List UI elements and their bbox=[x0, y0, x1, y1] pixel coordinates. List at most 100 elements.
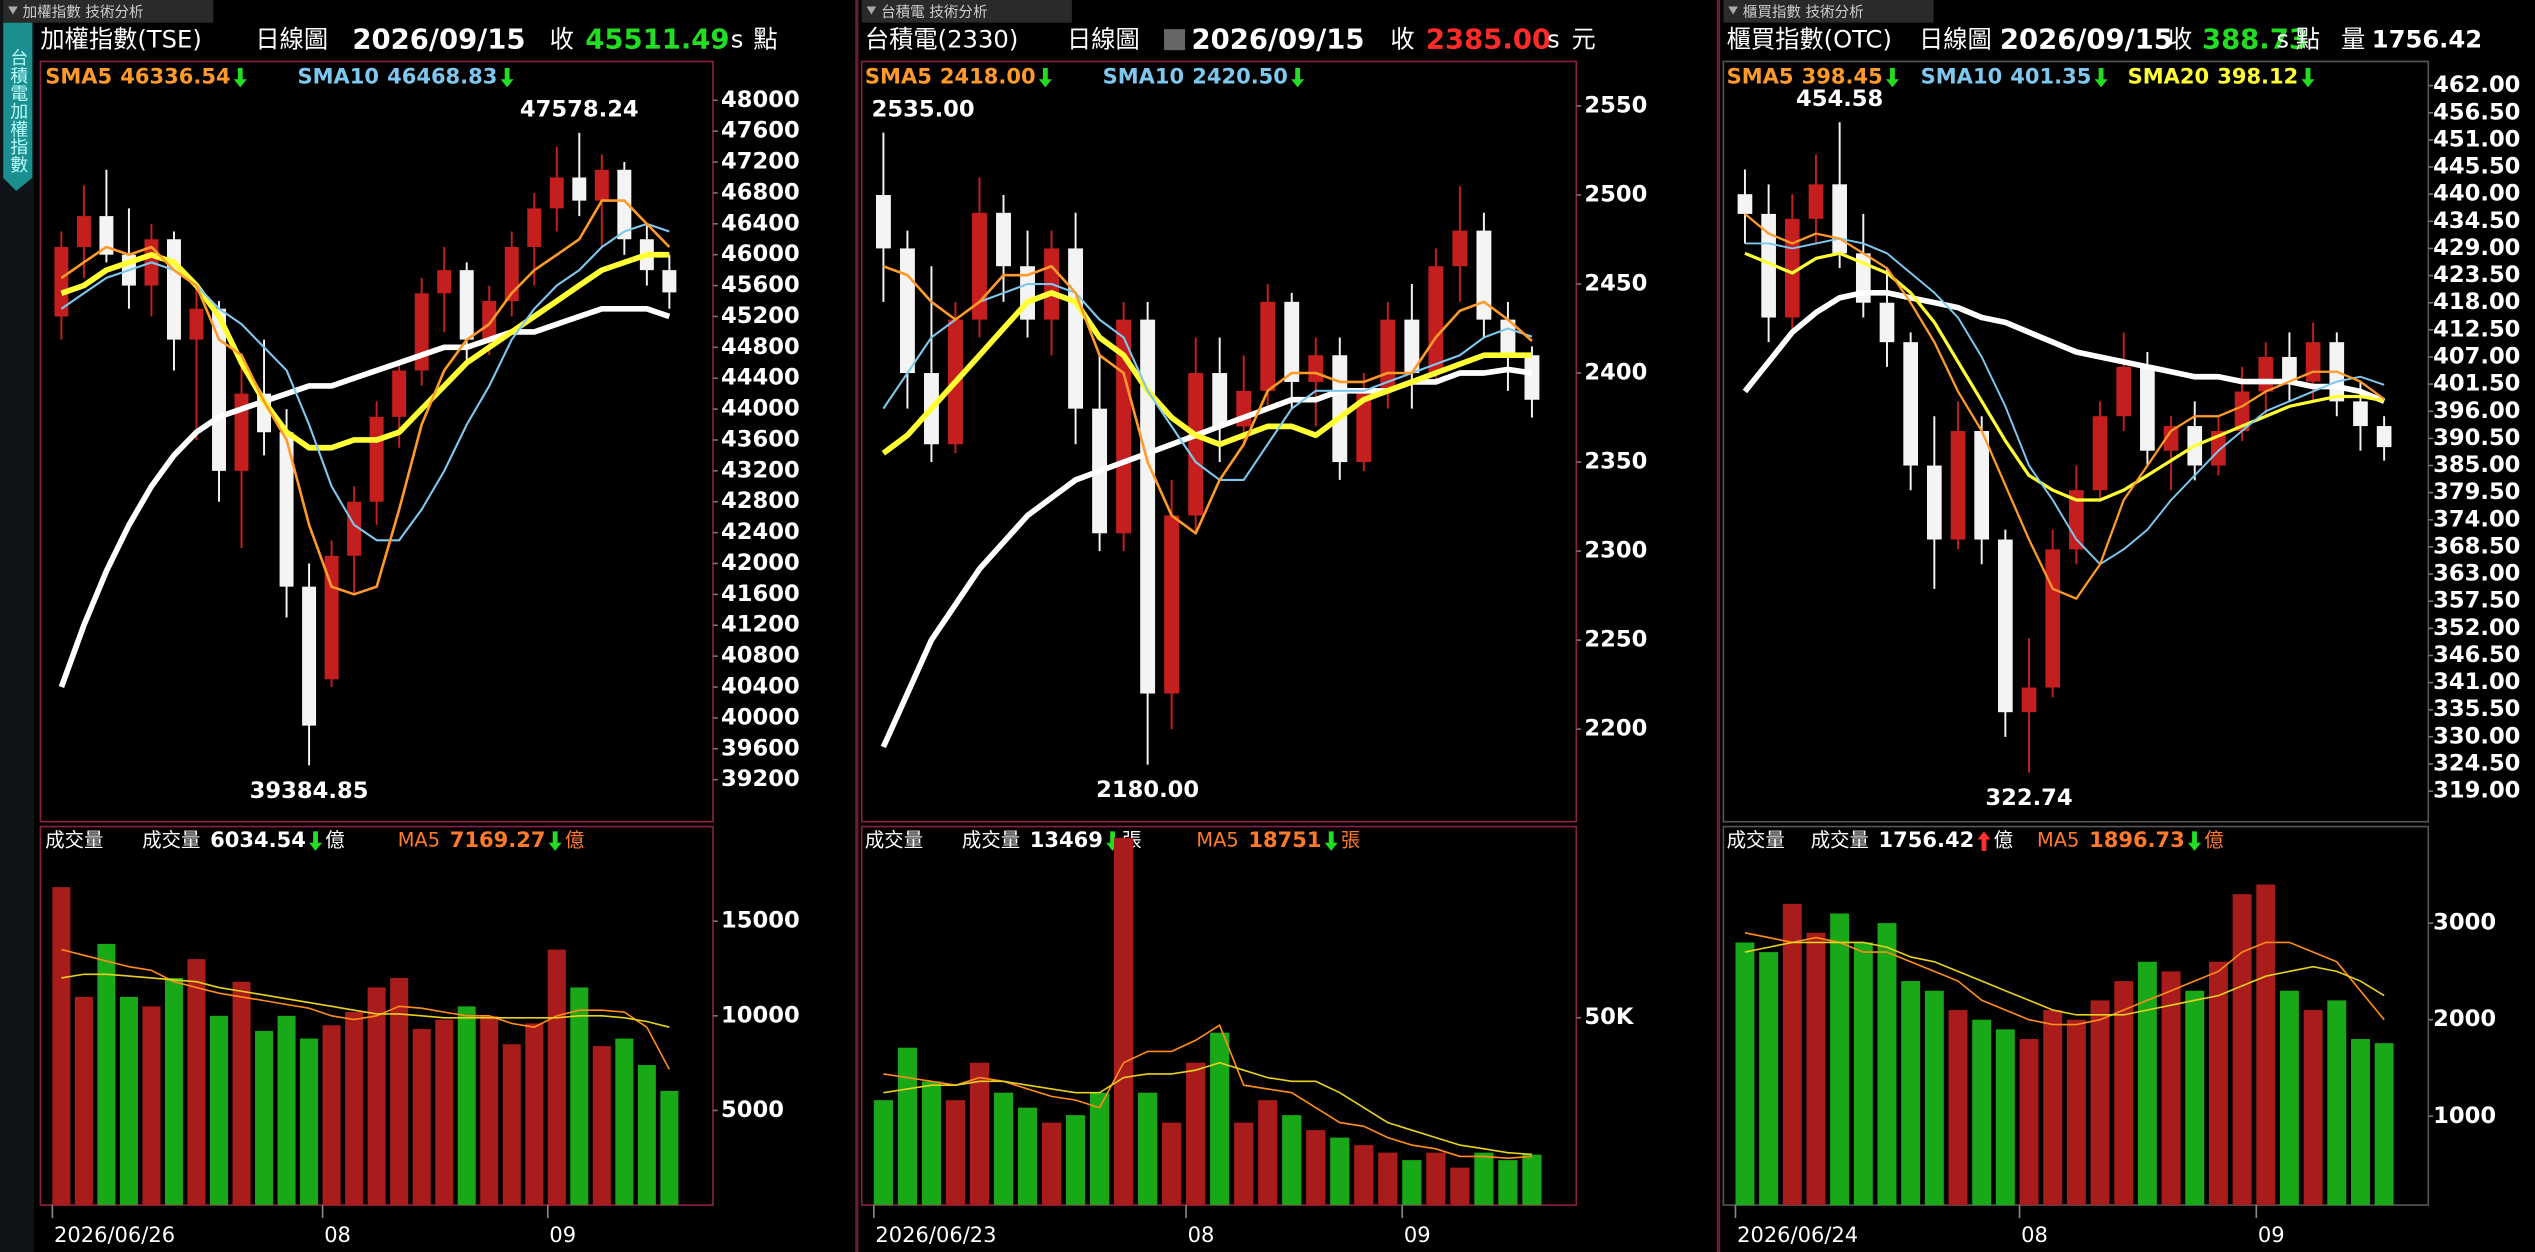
candle-body bbox=[1356, 390, 1372, 463]
y-tick-label: 2500 bbox=[1584, 181, 1647, 207]
candle-body bbox=[1784, 218, 1800, 318]
y-tick-label: 374.00 bbox=[2433, 506, 2520, 532]
volume-bar bbox=[2114, 981, 2134, 1206]
trend-arrow bbox=[2188, 831, 2201, 851]
volume-bar bbox=[1782, 903, 1802, 1206]
volume-bar bbox=[1354, 1145, 1374, 1206]
candle-body bbox=[594, 169, 609, 201]
legend-name: SMA5 bbox=[865, 64, 932, 89]
y-tick-label: 40800 bbox=[721, 643, 800, 669]
y-tick-label: 15000 bbox=[721, 908, 800, 934]
y-tick-label: 379.50 bbox=[2433, 479, 2520, 505]
candle-body bbox=[1260, 301, 1276, 391]
y-tick-label: 401.50 bbox=[2433, 371, 2520, 397]
volume-bar bbox=[277, 1015, 296, 1206]
legend-name: SMA10 bbox=[1103, 64, 1185, 89]
price-frame bbox=[1722, 60, 2430, 823]
volume-legend-unit: 億 bbox=[325, 829, 344, 852]
candle-body bbox=[2234, 391, 2250, 431]
y-tick-label: 10000 bbox=[721, 1002, 800, 1028]
candle-body bbox=[1998, 539, 2013, 713]
y-tick-label: 357.50 bbox=[2433, 588, 2520, 614]
volume-title: 成交量 bbox=[1727, 829, 1785, 852]
moving-average-line bbox=[1744, 212, 2385, 600]
legend-name: SMA20 bbox=[2128, 64, 2210, 89]
volume-bar bbox=[412, 1029, 431, 1206]
volume-bar bbox=[1995, 1029, 2015, 1206]
date: 2026/09/15 bbox=[352, 23, 525, 55]
side-tab[interactable] bbox=[3, 22, 33, 191]
close-s: s bbox=[731, 24, 744, 53]
volume-bar bbox=[2208, 961, 2228, 1206]
candle-body bbox=[1524, 355, 1540, 400]
volume-bar bbox=[1210, 1032, 1230, 1206]
candle-body bbox=[572, 177, 587, 201]
legend-name: SMA5 bbox=[1727, 64, 1794, 89]
instrument-name: 加權指數(TSE) bbox=[40, 24, 201, 53]
y-tick-label: 47200 bbox=[721, 149, 800, 175]
low-label: 322.74 bbox=[1985, 785, 2072, 811]
trend-arrow bbox=[309, 831, 323, 851]
volume-bar bbox=[119, 996, 138, 1206]
volume-bar bbox=[945, 1100, 966, 1206]
volume-bar bbox=[525, 1023, 544, 1206]
candle-body bbox=[189, 308, 204, 340]
volume-legend-unit: 億 bbox=[1994, 829, 2013, 852]
volume-average-line bbox=[1744, 941, 2385, 1016]
y-tick-label: 462.00 bbox=[2433, 72, 2520, 98]
moving-average-line bbox=[1742, 289, 2386, 404]
volume-bar bbox=[52, 887, 71, 1206]
volume-title: 成交量 bbox=[45, 829, 103, 852]
volume-bar bbox=[255, 1030, 274, 1206]
candle-body bbox=[1879, 302, 1895, 343]
candle-body bbox=[972, 212, 987, 320]
volume-legend-value: 13469 bbox=[1030, 827, 1103, 852]
y-tick-label: 2250 bbox=[1584, 627, 1647, 653]
date: 2026/09/15 bbox=[2000, 23, 2173, 55]
volume-bar bbox=[1948, 1010, 1968, 1206]
volume-bar bbox=[1089, 1092, 1110, 1206]
moving-average-line bbox=[60, 222, 670, 542]
moving-average-line bbox=[1744, 251, 2385, 502]
volume-legend-unit: 億 bbox=[565, 829, 584, 852]
candle-body bbox=[1308, 355, 1324, 382]
tab-icon bbox=[8, 6, 18, 15]
volume-bar bbox=[74, 996, 93, 1206]
tab-icon bbox=[1728, 6, 1738, 15]
volume-bar bbox=[1378, 1152, 1398, 1206]
close-unit: 元 bbox=[1571, 24, 1595, 53]
volume-bar bbox=[2232, 894, 2252, 1206]
y-tick-label: 44000 bbox=[721, 396, 800, 422]
candle-body bbox=[899, 248, 915, 374]
y-tick-label: 39200 bbox=[721, 766, 800, 792]
candle-body bbox=[1140, 319, 1156, 694]
y-tick-label: 434.50 bbox=[2433, 208, 2520, 234]
volume-legend-name: 成交量 bbox=[142, 829, 200, 852]
volume-bar bbox=[345, 1012, 364, 1206]
close-value: 45511.49 bbox=[585, 23, 729, 55]
volume-bar bbox=[2066, 1019, 2086, 1206]
volume-average-line bbox=[61, 948, 671, 1070]
legend-name: SMA5 bbox=[45, 64, 112, 89]
y-tick-label: 46800 bbox=[721, 179, 800, 205]
high-label: 2535.00 bbox=[872, 97, 975, 123]
y-tick-label: 45200 bbox=[721, 303, 800, 329]
y-tick-label: 429.00 bbox=[2433, 235, 2520, 261]
tab[interactable] bbox=[861, 0, 1072, 23]
volume-bar bbox=[637, 1065, 656, 1206]
y-tick-label: 335.50 bbox=[2433, 696, 2520, 722]
tab[interactable] bbox=[3, 0, 214, 23]
close-label: 收 bbox=[1390, 24, 1414, 53]
candle-body bbox=[662, 270, 677, 293]
price-frame bbox=[860, 60, 1578, 823]
trend-arrow bbox=[1885, 67, 1899, 88]
volume-bar bbox=[969, 1062, 990, 1206]
volume-bar bbox=[1522, 1154, 1542, 1206]
legend-name: SMA10 bbox=[297, 64, 379, 89]
volume-bar bbox=[993, 1092, 1014, 1206]
y-tick-label: 40400 bbox=[721, 674, 800, 700]
volume-bar bbox=[2137, 961, 2157, 1206]
tab[interactable] bbox=[1723, 0, 1934, 23]
candle-body bbox=[504, 246, 519, 302]
period-icon[interactable] bbox=[1164, 29, 1186, 51]
